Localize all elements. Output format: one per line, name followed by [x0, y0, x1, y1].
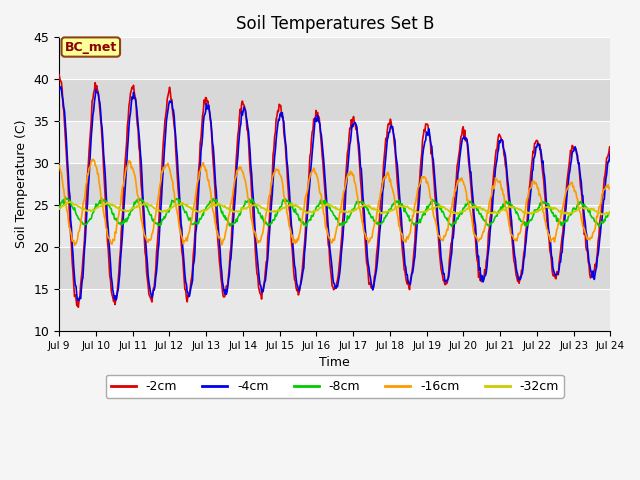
Bar [59, 289, 611, 331]
Bar [59, 163, 611, 205]
Bar [59, 37, 611, 79]
Text: BC_met: BC_met [65, 40, 117, 54]
Y-axis label: Soil Temperature (C): Soil Temperature (C) [15, 120, 28, 248]
Title: Soil Temperatures Set B: Soil Temperatures Set B [236, 15, 434, 33]
X-axis label: Time: Time [319, 356, 350, 369]
Bar [59, 121, 611, 163]
Legend: -2cm, -4cm, -8cm, -16cm, -32cm: -2cm, -4cm, -8cm, -16cm, -32cm [106, 375, 564, 398]
Bar [59, 205, 611, 247]
Bar [59, 79, 611, 121]
Bar [59, 247, 611, 289]
